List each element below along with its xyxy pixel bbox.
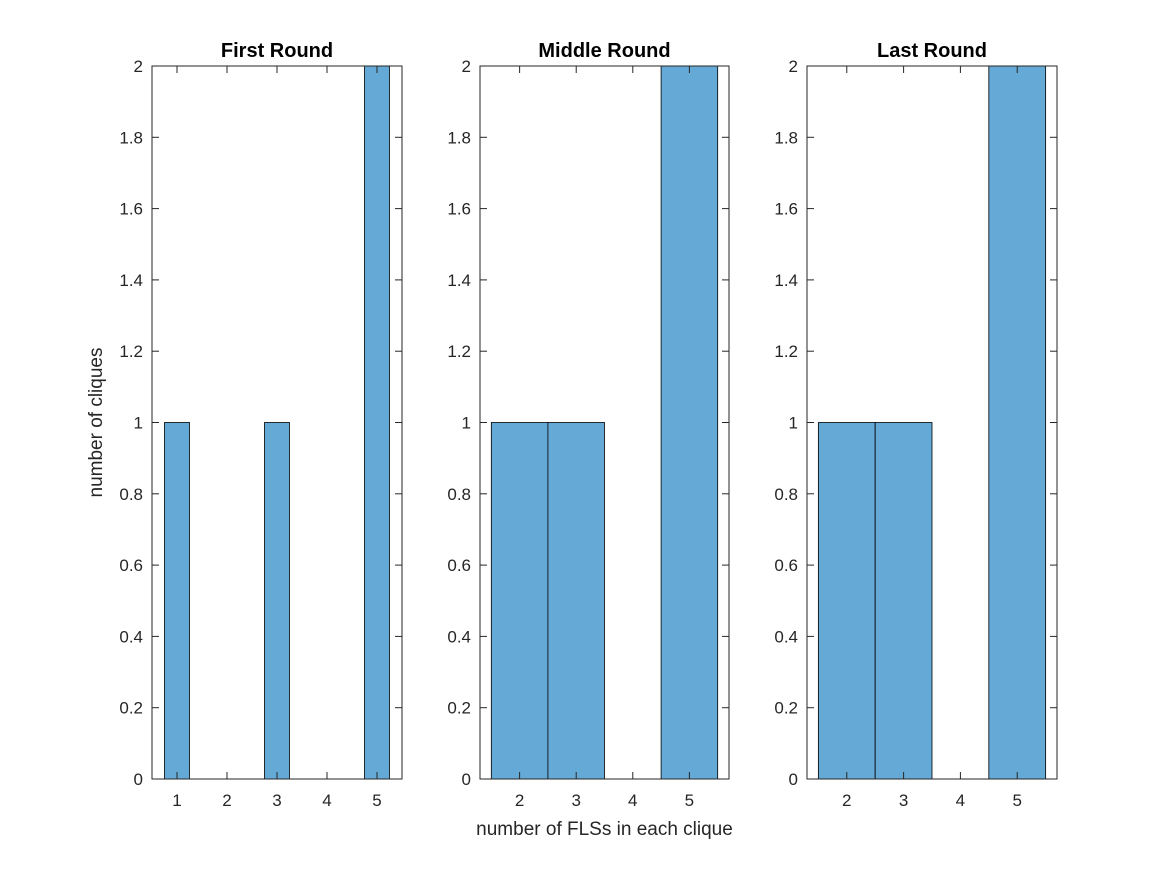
y-tick-label: 0.2 bbox=[447, 699, 471, 718]
y-tick-label: 1.8 bbox=[119, 128, 143, 147]
bar-3 bbox=[264, 422, 290, 780]
x-tick-label: 3 bbox=[899, 791, 908, 810]
y-tick-label: 2 bbox=[462, 57, 471, 76]
x-tick-label: 3 bbox=[272, 791, 281, 810]
x-tick-label: 5 bbox=[685, 791, 694, 810]
y-tick-label: 1 bbox=[789, 414, 798, 433]
panel-title: Middle Round bbox=[538, 40, 670, 62]
bar-5 bbox=[364, 65, 390, 780]
bar-3 bbox=[874, 422, 933, 780]
bar-5 bbox=[660, 65, 719, 780]
y-tick-label: 0.6 bbox=[447, 556, 471, 575]
y-tick-label: 1.4 bbox=[119, 271, 143, 290]
y-tick-label: 0 bbox=[789, 770, 798, 789]
subplot-3: 0 0.2 0.4 0.6 0.8 1 1.2 1.4 1.6 1.8 2 2 3 4 5 Last Roun… bbox=[774, 40, 1058, 810]
y-tick-label: 0.6 bbox=[774, 556, 798, 575]
x-tick-label: 5 bbox=[1012, 791, 1021, 810]
y-tick-label: 2 bbox=[134, 57, 143, 76]
y-tick-label: 0 bbox=[462, 770, 471, 789]
x-tick-label: 1 bbox=[172, 791, 181, 810]
y-tick-label: 0.4 bbox=[119, 627, 143, 646]
y-tick-label: 1.6 bbox=[119, 200, 143, 219]
y-tick-label: 1.6 bbox=[447, 200, 471, 219]
x-axis-label: number of FLSs in each clique bbox=[476, 819, 733, 840]
bar-1 bbox=[164, 422, 190, 780]
bar-2 bbox=[817, 422, 876, 780]
x-tick-label: 2 bbox=[222, 791, 231, 810]
x-tick-label: 5 bbox=[372, 791, 381, 810]
bar-5 bbox=[988, 65, 1047, 780]
x-tick-label: 3 bbox=[571, 791, 580, 810]
y-tick-label: 0.6 bbox=[119, 556, 143, 575]
y-tick-label: 1.2 bbox=[447, 342, 471, 361]
x-tick-label: 4 bbox=[628, 791, 637, 810]
y-tick-label: 1.8 bbox=[774, 128, 798, 147]
y-tick-label: 0.2 bbox=[774, 699, 798, 718]
y-tick-label: 1.2 bbox=[774, 342, 798, 361]
y-tick-label: 1.4 bbox=[447, 271, 471, 290]
y-tick-label: 0.4 bbox=[774, 627, 798, 646]
y-tick-label: 2 bbox=[789, 57, 798, 76]
y-tick-label: 1.4 bbox=[774, 271, 798, 290]
y-tick-label: 0.2 bbox=[119, 699, 143, 718]
y-tick-label: 1.6 bbox=[774, 200, 798, 219]
y-tick-label: 0.8 bbox=[119, 485, 143, 504]
bar-3 bbox=[547, 422, 605, 780]
subplot-1: 0 0.2 0.4 0.6 0.8 1 1.2 1.4 1.6 1.8 2 1 2 3 4 5 First Ro… bbox=[86, 40, 403, 810]
x-tick-label: 2 bbox=[842, 791, 851, 810]
x-tick-label: 4 bbox=[956, 791, 965, 810]
x-tick-label: 4 bbox=[322, 791, 331, 810]
panel-title: Last Round bbox=[877, 40, 987, 62]
y-tick-label: 1 bbox=[134, 414, 143, 433]
bar-2 bbox=[490, 422, 549, 780]
y-tick-label: 1.8 bbox=[447, 128, 471, 147]
panel-title: First Round bbox=[221, 40, 333, 62]
y-axis-label: number of cliques bbox=[86, 348, 107, 498]
y-tick-label: 0.4 bbox=[447, 627, 471, 646]
y-tick-label: 1.2 bbox=[119, 342, 143, 361]
x-tick-label: 2 bbox=[515, 791, 524, 810]
y-tick-label: 0 bbox=[134, 770, 143, 789]
y-tick-label: 0.8 bbox=[774, 485, 798, 504]
y-tick-label: 0.8 bbox=[447, 485, 471, 504]
subplot-2: 0 0.2 0.4 0.6 0.8 1 1.2 1.4 1.6 1.8 2 2 3 4 5 Middle Ro… bbox=[447, 40, 732, 840]
y-tick-label: 1 bbox=[462, 414, 471, 433]
